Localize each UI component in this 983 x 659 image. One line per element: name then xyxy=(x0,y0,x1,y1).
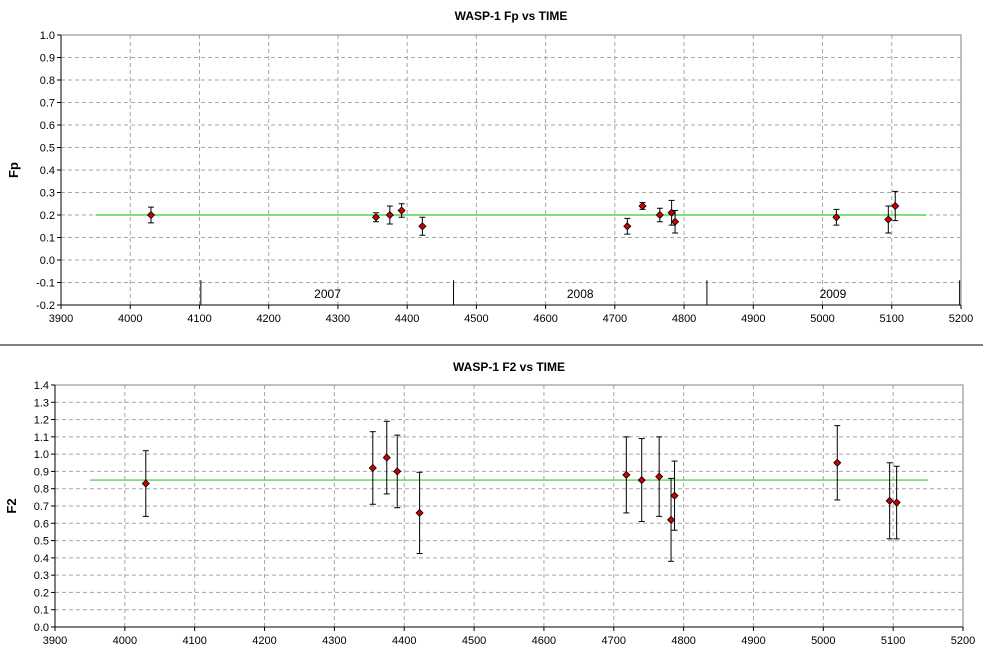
y-tick-label: 0.8 xyxy=(34,484,49,496)
data-point xyxy=(892,498,901,507)
x-tick-label: 4400 xyxy=(392,635,416,647)
x-tick-label: 4900 xyxy=(741,313,765,325)
x-tick-label: 5100 xyxy=(881,635,905,647)
year-label: 2009 xyxy=(820,287,847,301)
y-tick-label: 0.8 xyxy=(40,75,55,87)
data-point xyxy=(637,476,646,485)
data-point xyxy=(371,213,381,222)
x-tick-label: 4100 xyxy=(187,313,211,325)
y-tick-label: 0.7 xyxy=(40,98,55,110)
y-tick-label: -0.2 xyxy=(36,300,55,312)
x-tick-label: 4000 xyxy=(118,313,142,325)
data-point xyxy=(832,213,841,222)
y-tick-label: 1.0 xyxy=(34,449,49,461)
x-tick-label: 4800 xyxy=(671,635,695,647)
y-tick-label: 0.6 xyxy=(40,120,55,132)
y-axis-label: Fp xyxy=(6,162,21,178)
year-label: 2008 xyxy=(567,287,594,301)
x-tick-label: 5200 xyxy=(949,313,973,325)
data-point xyxy=(622,470,631,479)
x-tick-label: 4200 xyxy=(252,635,276,647)
y-tick-label: 0.1 xyxy=(34,605,49,617)
data-point xyxy=(623,222,632,231)
y-tick-label: 0.2 xyxy=(40,210,55,222)
y-axis-label: F2 xyxy=(4,498,19,513)
year-label: 2007 xyxy=(314,287,341,301)
data-point xyxy=(655,210,664,220)
data-point xyxy=(397,206,406,215)
x-tick-label: 4600 xyxy=(532,635,556,647)
x-tick-label: 5000 xyxy=(811,635,835,647)
x-tick-label: 4300 xyxy=(326,313,350,325)
x-tick-label: 4700 xyxy=(603,313,627,325)
y-tick-label: 0.5 xyxy=(34,536,49,548)
chart-title: WASP-1 Fp vs TIME xyxy=(455,9,568,23)
y-tick-label: 1.0 xyxy=(40,30,55,42)
data-point xyxy=(141,479,150,488)
y-tick-label: 0.2 xyxy=(34,587,49,599)
y-tick-label: 0.1 xyxy=(40,233,55,245)
y-tick-label: 0.7 xyxy=(34,501,49,513)
x-tick-label: 5000 xyxy=(810,313,834,325)
y-tick-label: -0.1 xyxy=(36,278,55,290)
y-tick-label: 0.5 xyxy=(40,143,55,155)
y-tick-label: 0.3 xyxy=(40,188,55,200)
f2-vs-time-chart: WASP-1 F2 vs TIME 0.0 0.1 0.2 0.3 0.4 0.5 0.6 0.… xyxy=(4,360,975,647)
x-tick-label: 4900 xyxy=(741,635,765,647)
y-tick-label: 1.3 xyxy=(34,397,49,409)
data-point xyxy=(146,210,156,220)
x-tick-label: 4200 xyxy=(256,313,280,325)
data-point xyxy=(415,508,424,517)
y-tick-label: 1.2 xyxy=(34,415,49,427)
y-tick-label: 0.3 xyxy=(34,570,49,582)
data-point xyxy=(671,217,680,226)
y-tick-label: 0.0 xyxy=(34,622,49,634)
x-tick-label: 4300 xyxy=(322,635,346,647)
data-point xyxy=(666,515,676,524)
x-tick-label: 5100 xyxy=(880,313,904,325)
x-tick-label: 4100 xyxy=(182,635,206,647)
x-tick-label: 4500 xyxy=(462,635,486,647)
data-point xyxy=(638,201,647,211)
y-tick-label: 0.9 xyxy=(34,466,49,478)
y-tick-label: 0.4 xyxy=(40,165,55,177)
x-tick-label: 5200 xyxy=(951,635,975,647)
y-tick-label: 0.4 xyxy=(34,553,49,565)
x-tick-label: 3900 xyxy=(49,313,73,325)
x-tick-label: 4400 xyxy=(395,313,419,325)
data-point xyxy=(670,491,679,500)
x-tick-label: 4600 xyxy=(533,313,557,325)
x-tick-label: 4700 xyxy=(602,635,626,647)
x-tick-label: 3900 xyxy=(43,635,67,647)
y-tick-label: 1.1 xyxy=(34,432,49,444)
x-tick-label: 4000 xyxy=(113,635,137,647)
data-point xyxy=(885,496,894,505)
x-tick-label: 4500 xyxy=(464,313,488,325)
data-point xyxy=(884,215,893,224)
y-tick-label: 0.0 xyxy=(40,255,55,267)
y-tick-label: 0.9 xyxy=(40,53,55,65)
x-tick-label: 4800 xyxy=(672,313,696,325)
data-point xyxy=(368,463,377,473)
data-point xyxy=(833,458,842,467)
data-point xyxy=(418,222,427,231)
chart-title: WASP-1 F2 vs TIME xyxy=(453,360,565,374)
data-point xyxy=(891,201,900,211)
data-point xyxy=(655,472,664,481)
data-point xyxy=(382,453,391,462)
data-point xyxy=(385,210,394,220)
fp-vs-time-chart: WASP-1 Fp vs TIME -0.2 -0.1 0.0 0.1 0.2 0.3 0.4… xyxy=(6,9,973,325)
y-tick-label: 1.4 xyxy=(34,380,49,392)
data-point xyxy=(393,467,402,476)
y-tick-label: 0.6 xyxy=(34,518,49,530)
